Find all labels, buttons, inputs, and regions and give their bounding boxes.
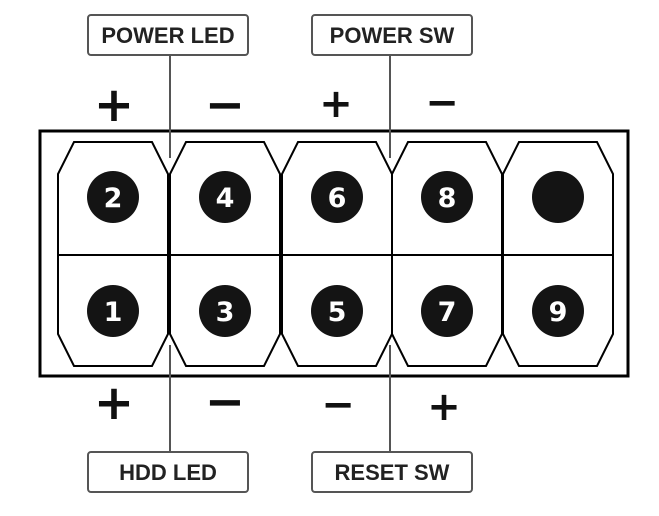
pin-2-number: 2 [104, 183, 123, 214]
pin2-polarity: + [94, 77, 134, 133]
pin-key-blank [532, 171, 584, 223]
pin-7-number: 7 [438, 297, 457, 328]
pin1-polarity: + [94, 375, 134, 431]
power-led-label-text: POWER LED [101, 23, 234, 48]
power-led-label: POWER LED [87, 14, 249, 56]
pin-grid: 2 4 6 8 1 3 5 7 9 [57, 141, 614, 367]
hdd-led-label: HDD LED [87, 451, 249, 493]
pin6-polarity: + [319, 81, 353, 127]
pin-3-number: 3 [216, 297, 235, 328]
power-sw-label: POWER SW [311, 14, 473, 56]
pin4-polarity: − [205, 77, 245, 133]
pin3-polarity: − [205, 374, 245, 430]
reset-sw-label-text: RESET SW [335, 460, 450, 485]
pin-1-contact [87, 285, 139, 337]
pin5-polarity: − [321, 382, 355, 428]
pin-9-contact [532, 285, 584, 337]
pin-5-contact [311, 285, 363, 337]
pin-9-number: 9 [549, 297, 568, 328]
header-frame [38, 129, 630, 378]
pin-4-contact [199, 171, 251, 223]
pin-8-contact [421, 171, 473, 223]
reset-sw-label: RESET SW [311, 451, 473, 493]
hdd-led-label-text: HDD LED [119, 460, 217, 485]
pin-8-number: 8 [438, 183, 457, 214]
pin8-polarity: − [425, 80, 459, 126]
pin-6-contact [311, 171, 363, 223]
pin-5-number: 5 [328, 297, 347, 328]
pin-4-number: 4 [216, 183, 235, 214]
pin-6-number: 6 [328, 183, 347, 214]
power-sw-label-text: POWER SW [330, 23, 455, 48]
pin-7-contact [421, 285, 473, 337]
pin-1-number: 1 [104, 297, 123, 328]
pin-3-contact [199, 285, 251, 337]
pin-2-contact [87, 171, 139, 223]
pin7-polarity: + [427, 384, 461, 430]
